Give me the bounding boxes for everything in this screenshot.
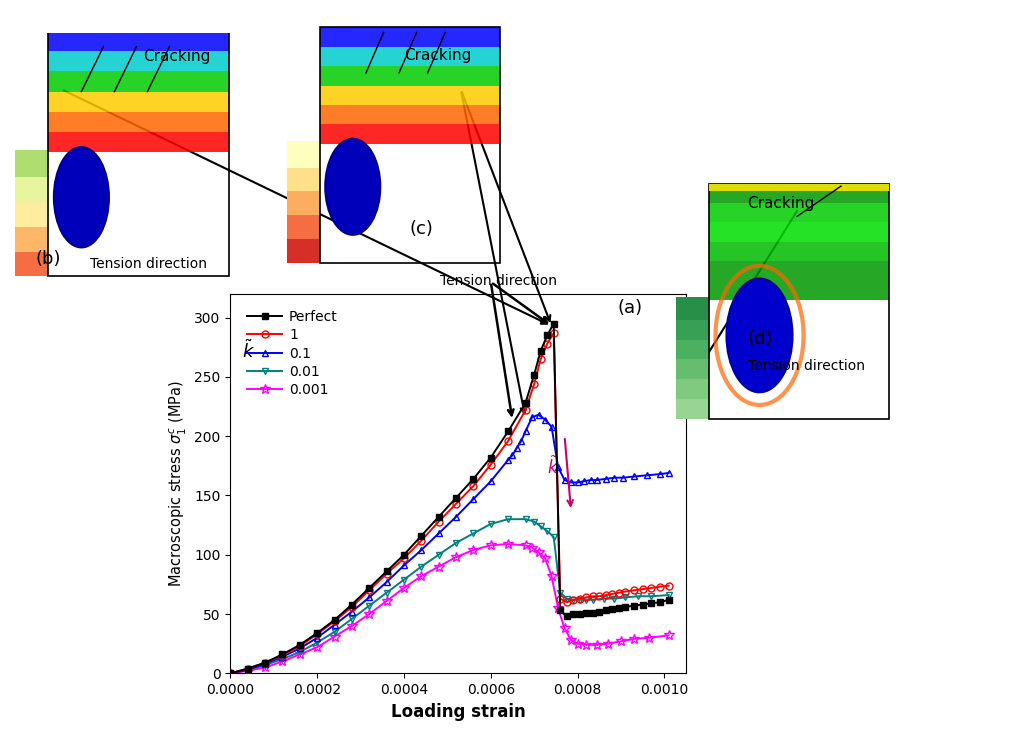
FancyBboxPatch shape [709, 242, 890, 261]
FancyBboxPatch shape [319, 86, 501, 105]
Text: (c): (c) [410, 220, 433, 238]
Bar [709, 184, 890, 191]
Bar [15, 199, 48, 227]
Ellipse shape [726, 278, 793, 392]
FancyBboxPatch shape [709, 280, 890, 300]
FancyBboxPatch shape [48, 51, 229, 71]
FancyBboxPatch shape [48, 31, 229, 51]
Text: (d): (d) [748, 330, 773, 347]
Y-axis label: Macroscopic stress $\sigma_1^c$ (MPa): Macroscopic stress $\sigma_1^c$ (MPa) [168, 380, 188, 587]
FancyBboxPatch shape [709, 184, 890, 203]
Bar [287, 213, 319, 239]
Bar [287, 189, 319, 215]
FancyBboxPatch shape [319, 28, 501, 47]
FancyBboxPatch shape [48, 92, 229, 112]
Text: Tension direction: Tension direction [748, 359, 864, 373]
Text: Cracking: Cracking [143, 49, 211, 64]
FancyBboxPatch shape [48, 132, 229, 153]
Ellipse shape [326, 138, 380, 235]
FancyBboxPatch shape [48, 112, 229, 132]
Bar [48, 28, 229, 277]
FancyBboxPatch shape [709, 261, 890, 280]
Text: (b): (b) [36, 250, 61, 268]
Bar [676, 376, 709, 399]
FancyBboxPatch shape [319, 66, 501, 86]
Bar [15, 249, 48, 277]
Bar [676, 397, 709, 419]
Bar [709, 184, 890, 419]
Bar [15, 150, 48, 177]
Bar [319, 28, 501, 263]
FancyBboxPatch shape [709, 222, 890, 242]
Bar [15, 224, 48, 251]
Text: $\tilde{k}$: $\tilde{k}$ [547, 456, 559, 478]
Text: Tension direction: Tension direction [440, 274, 557, 288]
Bar [287, 165, 319, 191]
Text: Cracking: Cracking [404, 48, 472, 62]
FancyBboxPatch shape [709, 203, 890, 222]
Bar [676, 357, 709, 379]
Text: (a): (a) [617, 299, 643, 317]
FancyBboxPatch shape [319, 124, 501, 144]
Bar [676, 337, 709, 359]
Text: Cracking: Cracking [748, 196, 815, 211]
Bar [676, 317, 709, 339]
Bar [287, 237, 319, 263]
X-axis label: Loading strain: Loading strain [391, 702, 525, 721]
Ellipse shape [54, 147, 109, 248]
Bar [15, 175, 48, 202]
Text: Tension direction: Tension direction [90, 257, 207, 271]
Bar [676, 298, 709, 320]
FancyBboxPatch shape [319, 47, 501, 66]
Text: $\tilde{k}$: $\tilde{k}$ [242, 340, 255, 362]
Bar [287, 141, 319, 167]
FancyBboxPatch shape [319, 105, 501, 124]
Legend: Perfect, 1, 0.1, 0.01, 0.001: Perfect, 1, 0.1, 0.01, 0.001 [242, 304, 343, 403]
FancyBboxPatch shape [48, 71, 229, 92]
